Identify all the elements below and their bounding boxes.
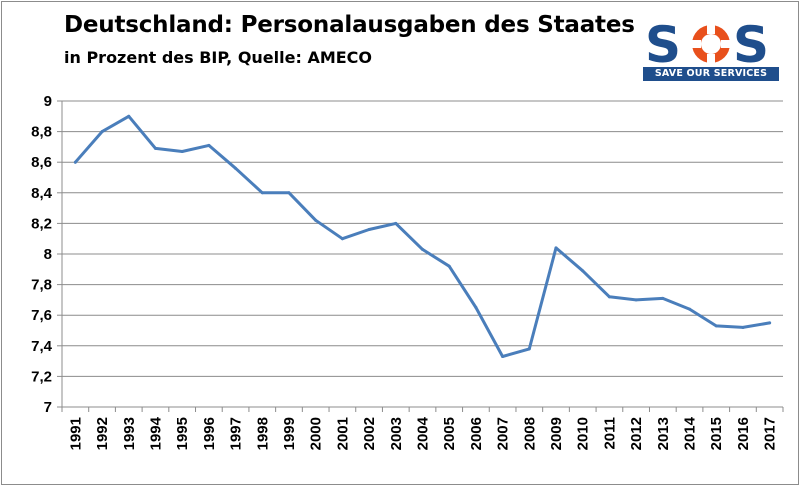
y-tick-label: 8,2: [31, 215, 52, 232]
data-point: [447, 264, 451, 268]
x-tick-label: 1998: [254, 417, 271, 450]
y-axis-ticks: 7 7,2 7,4 7,6 7,8 8 8,2 8,4 8,6 8,8 9: [31, 93, 53, 416]
series-group: [73, 114, 772, 359]
y-tick-label: 7,4: [31, 338, 53, 355]
svg-text:S: S: [733, 18, 769, 68]
y-tick-label: 7,2: [31, 368, 52, 385]
data-point: [581, 269, 585, 273]
data-point: [207, 143, 211, 147]
series-line: [73, 114, 772, 358]
x-tick-label: 2003: [388, 417, 405, 450]
y-tick-label: 7,6: [31, 307, 52, 324]
data-point: [607, 295, 611, 299]
data-point: [367, 228, 371, 232]
chart-title: Deutschland: Personalausgaben des Staate…: [64, 12, 635, 38]
data-point: [714, 324, 718, 328]
axes: [57, 100, 784, 412]
y-tick-label: 8: [44, 246, 52, 263]
y-tick-label: 7: [44, 399, 52, 416]
y-tick-label: 7,8: [31, 277, 52, 294]
data-point: [180, 149, 184, 153]
data-point: [634, 298, 638, 302]
x-tick-label: 1994: [147, 416, 164, 450]
y-tick-label: 8,8: [31, 124, 52, 141]
x-tick-label: 2001: [334, 417, 351, 450]
data-point: [314, 218, 318, 222]
x-tick-label: 2000: [308, 417, 325, 450]
x-tick-label: 1996: [201, 417, 218, 450]
data-point: [554, 246, 558, 250]
logo-tagline: SAVE OUR SERVICES: [643, 67, 779, 81]
data-point: [73, 160, 77, 164]
data-point: [153, 146, 157, 150]
data-point: [661, 296, 665, 300]
x-tick-label: 2009: [548, 417, 565, 450]
x-tick-label: 2006: [468, 417, 485, 450]
data-point: [234, 166, 238, 170]
x-tick-label: 1999: [281, 417, 298, 450]
x-axis-ticks: 1991 1992 1993 1994 1995 1996 1997 1998 1999 2000…: [67, 416, 778, 450]
svg-text:S: S: [645, 18, 681, 68]
y-tick-label: 8,4: [31, 185, 53, 202]
y-tick-label: 8,6: [31, 154, 52, 171]
data-point: [688, 307, 692, 311]
x-tick-label: 1995: [174, 417, 191, 450]
x-tick-label: 1992: [94, 417, 111, 450]
x-tick-label: 1991: [67, 417, 84, 450]
chart-subtitle: in Prozent des BIP, Quelle: AMECO: [64, 48, 373, 67]
data-point: [501, 355, 505, 359]
sos-logo: S S SAVE OUR SERVICES: [643, 16, 779, 86]
data-point: [768, 321, 772, 325]
data-point: [127, 114, 131, 118]
x-tick-label: 2002: [361, 417, 378, 450]
data-point: [741, 325, 745, 329]
data-point: [527, 347, 531, 351]
x-tick-label: 2014: [682, 416, 699, 450]
x-tick-label: 2017: [762, 417, 779, 450]
data-point: [394, 221, 398, 225]
x-tick-label: 2015: [708, 417, 725, 450]
x-tick-label: 2008: [521, 417, 538, 450]
x-tick-label: 2004: [415, 416, 432, 450]
data-point: [100, 130, 104, 134]
gridlines: [62, 100, 783, 377]
data-point: [474, 306, 478, 310]
data-point: [260, 191, 264, 195]
x-tick-label: 2010: [575, 417, 592, 450]
x-tick-label: 2013: [655, 417, 672, 450]
x-tick-label: 2016: [735, 417, 752, 450]
y-tick-label: 9: [44, 93, 52, 110]
x-tick-label: 2011: [601, 417, 618, 450]
data-point: [287, 191, 291, 195]
x-tick-label: 2012: [628, 417, 645, 450]
x-tick-label: 2007: [495, 417, 512, 450]
data-point: [421, 247, 424, 251]
life-ring-icon: [691, 24, 731, 64]
x-tick-label: 1993: [121, 417, 138, 450]
data-point: [340, 237, 344, 241]
sos-logo-mark: S S: [645, 16, 769, 74]
x-tick-label: 1997: [228, 417, 245, 450]
x-tick-label: 2005: [441, 417, 458, 450]
